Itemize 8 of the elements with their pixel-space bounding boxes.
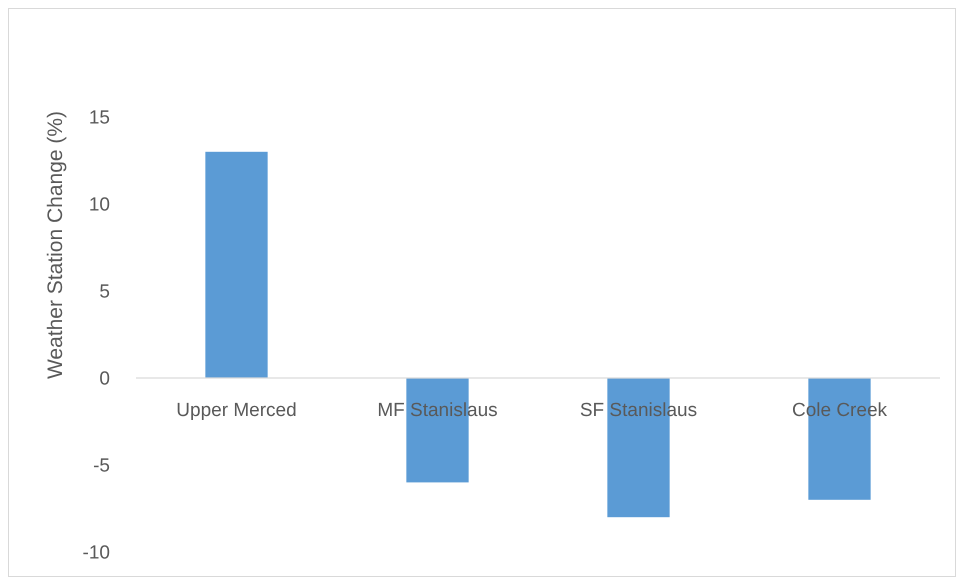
y-tick-label: 10 (88, 194, 110, 216)
y-tick-label: 5 (99, 282, 110, 303)
y-tick-label: -5 (93, 456, 110, 477)
y-tick-label: -10 (82, 542, 110, 564)
x-tick-label: Upper Merced (176, 400, 297, 421)
y-tick-label: 15 (88, 108, 110, 129)
y-axis-title: Weather Station Change (%) (44, 110, 67, 380)
y-tick-label: 0 (99, 368, 110, 390)
